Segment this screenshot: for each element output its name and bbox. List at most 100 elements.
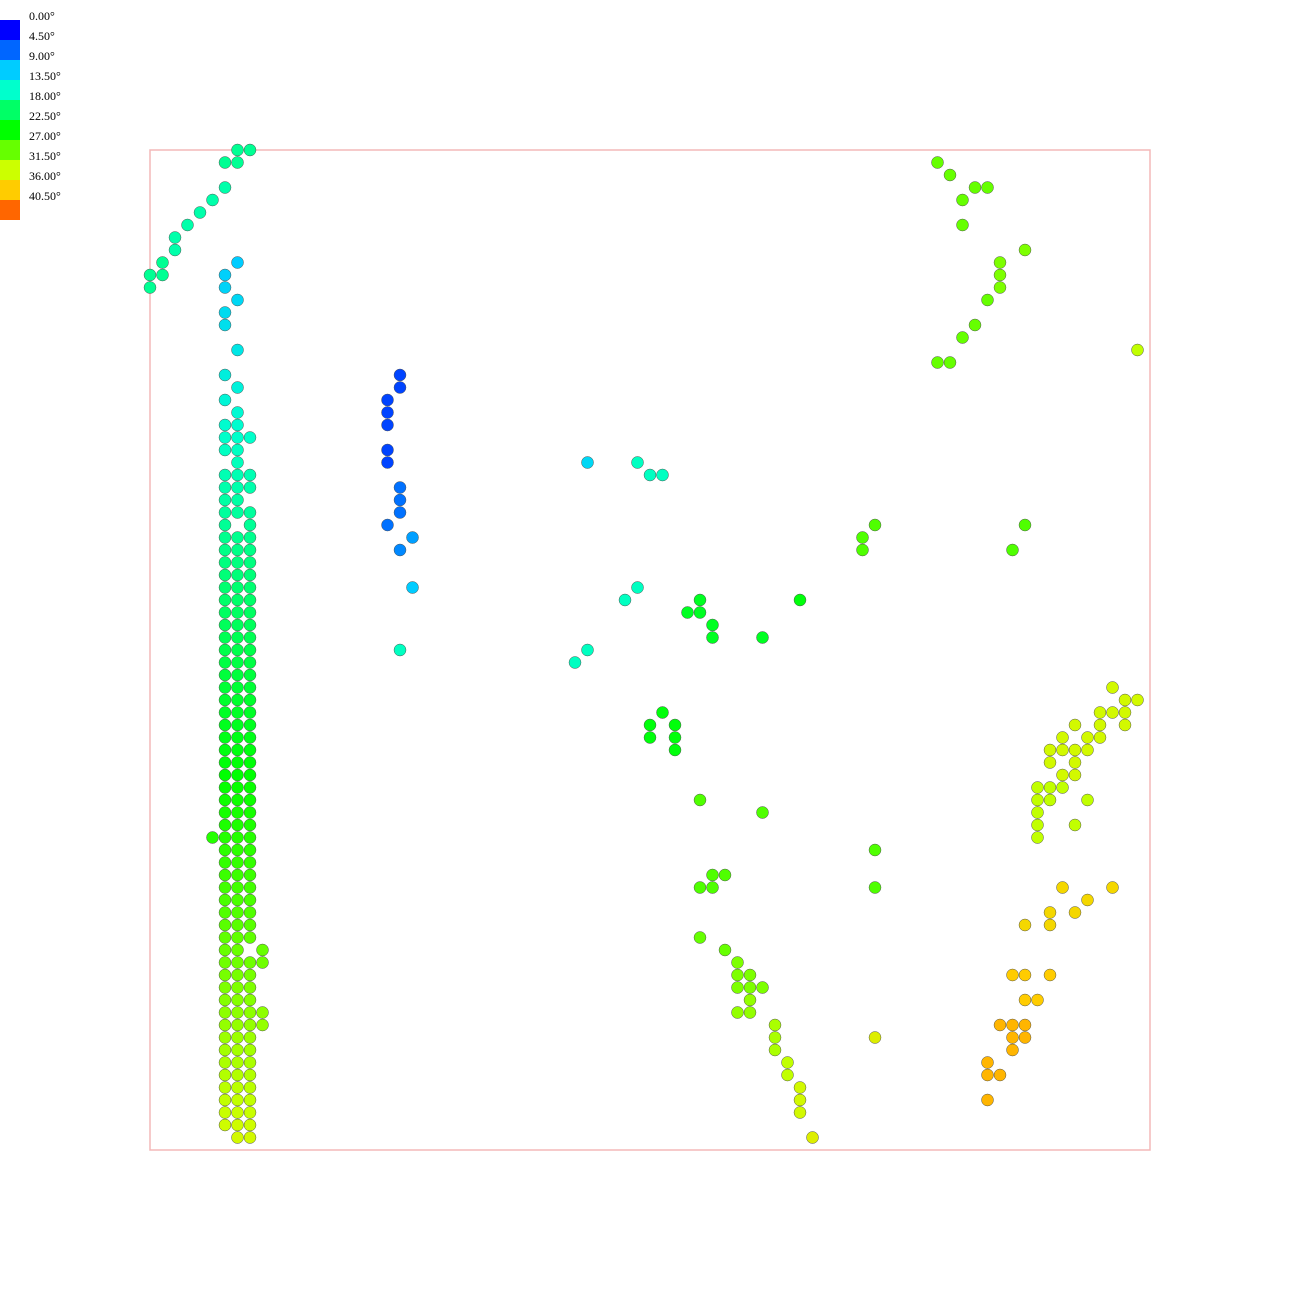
- data-point: [231, 343, 244, 357]
- data-point: [868, 843, 882, 857]
- data-point: [1018, 518, 1032, 532]
- data-point: [231, 443, 244, 457]
- data-point: [218, 431, 232, 444]
- data-point: [168, 243, 182, 257]
- data-point: [1131, 343, 1144, 357]
- data-point: [218, 968, 232, 982]
- legend-swatch: [0, 80, 20, 100]
- data-point: [218, 793, 232, 807]
- data-point: [218, 543, 232, 557]
- data-point: [756, 806, 769, 819]
- data-point: [993, 1018, 1007, 1032]
- data-point: [856, 531, 869, 544]
- data-point: [231, 956, 244, 969]
- data-point: [206, 831, 219, 844]
- data-point: [218, 681, 232, 694]
- legend-label: 22.50°: [29, 109, 61, 123]
- data-point: [231, 993, 244, 1007]
- data-point: [718, 868, 732, 882]
- data-point: [243, 1081, 257, 1094]
- data-point: [231, 1093, 244, 1107]
- data-point: [731, 981, 744, 994]
- data-point: [218, 718, 232, 732]
- data-point: [168, 231, 182, 244]
- data-point: [231, 831, 244, 844]
- data-point: [218, 856, 232, 869]
- data-point: [231, 606, 244, 619]
- legend-label: 40.50°: [29, 189, 61, 203]
- data-point: [218, 581, 232, 594]
- data-point: [231, 656, 244, 669]
- data-point: [243, 593, 257, 607]
- data-point: [243, 631, 257, 644]
- data-point: [656, 706, 669, 719]
- data-point: [793, 1081, 807, 1094]
- legend-swatch: [0, 140, 20, 160]
- data-point: [256, 1006, 269, 1019]
- data-point: [1068, 768, 1082, 782]
- data-point: [793, 1093, 807, 1107]
- data-point: [231, 693, 244, 707]
- data-point: [1006, 1018, 1019, 1032]
- data-point: [231, 968, 244, 982]
- data-point: [693, 593, 707, 607]
- legend-swatch: [0, 160, 20, 180]
- legend-swatch: [0, 120, 20, 140]
- data-point: [981, 1056, 994, 1069]
- data-point: [243, 1093, 257, 1107]
- data-point: [218, 931, 232, 944]
- data-point: [406, 531, 419, 544]
- data-point: [1043, 781, 1057, 794]
- data-point: [218, 618, 232, 632]
- data-point: [218, 643, 232, 657]
- data-point: [1043, 918, 1057, 932]
- data-point: [1031, 831, 1044, 844]
- data-point: [231, 143, 244, 157]
- data-point: [743, 981, 757, 994]
- data-point: [231, 381, 244, 394]
- data-point: [993, 281, 1007, 294]
- data-point: [618, 593, 632, 607]
- data-point: [1106, 881, 1119, 894]
- data-point: [243, 806, 257, 819]
- data-point: [381, 456, 394, 469]
- data-point: [706, 868, 719, 882]
- data-point: [231, 668, 244, 682]
- data-point: [193, 206, 207, 219]
- data-point: [1118, 718, 1132, 732]
- data-point: [231, 1018, 244, 1032]
- data-point: [231, 1006, 244, 1019]
- data-point: [243, 756, 257, 769]
- data-point: [1018, 1031, 1032, 1044]
- data-point: [1006, 1031, 1019, 1044]
- data-point: [231, 1068, 244, 1082]
- data-point: [231, 718, 244, 732]
- data-point: [218, 493, 232, 507]
- data-point: [393, 643, 407, 657]
- data-point: [231, 906, 244, 919]
- data-point: [568, 656, 582, 669]
- data-point: [243, 656, 257, 669]
- data-point: [231, 543, 244, 557]
- data-point: [231, 743, 244, 757]
- data-point: [1056, 781, 1069, 794]
- data-point: [218, 1043, 232, 1057]
- data-point: [1056, 881, 1069, 894]
- data-point: [231, 493, 244, 507]
- data-point: [243, 468, 257, 482]
- data-point: [581, 643, 594, 657]
- data-point: [1018, 993, 1032, 1007]
- data-point: [231, 731, 244, 744]
- data-point: [981, 1093, 994, 1107]
- data-point: [218, 1068, 232, 1082]
- data-point: [643, 468, 657, 482]
- data-point: [218, 743, 232, 757]
- data-point: [756, 631, 769, 644]
- legend-label: 27.00°: [29, 129, 61, 143]
- data-point: [793, 593, 807, 607]
- data-point: [243, 1131, 257, 1144]
- data-point: [768, 1043, 782, 1057]
- data-point: [218, 556, 232, 569]
- data-point: [218, 918, 232, 932]
- data-point: [781, 1056, 794, 1069]
